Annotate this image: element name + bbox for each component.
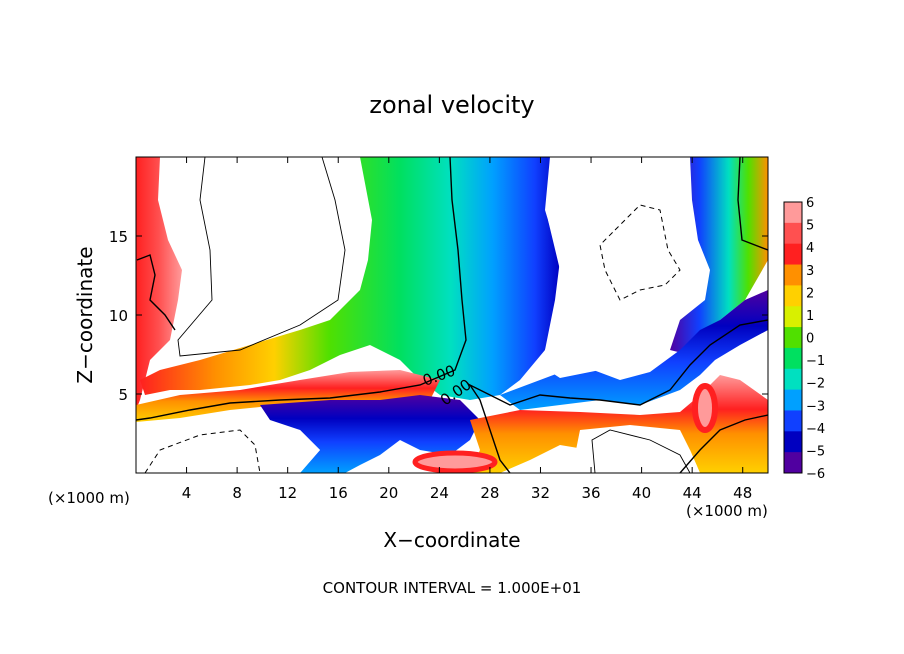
colorbar-label: −5 <box>806 444 825 459</box>
right-blue-arm <box>500 290 768 410</box>
surface-band <box>470 375 768 473</box>
colorbar-label: −4 <box>806 422 825 437</box>
colorbar-swatch <box>784 327 802 349</box>
chart-title: zonal velocity <box>369 91 534 119</box>
colorbar-label: 4 <box>806 241 814 256</box>
right-red-wall <box>670 157 768 355</box>
colorbar-label: 5 <box>806 219 814 234</box>
x-tick-label: 8 <box>232 484 242 502</box>
colorbar-label: 3 <box>806 264 814 279</box>
x-tick-label: 4 <box>182 484 192 502</box>
colorbar-swatch <box>784 389 802 411</box>
colorbar-swatch <box>784 368 802 391</box>
colorbar-label: 0 <box>806 332 814 347</box>
colorbar-label: 6 <box>806 196 814 211</box>
x-unit-right: (×1000 m) <box>686 502 768 520</box>
colorbar: 6 5 4 3 2 1 0 −1 −2 −3 −4 −5 −6 <box>783 196 825 482</box>
white-pocket-top <box>180 157 345 355</box>
white-pocket-bottom-right <box>575 425 700 473</box>
colorbar-swatch <box>784 306 802 328</box>
y-tick-label: 15 <box>109 228 128 246</box>
colorbar-label: 1 <box>806 309 814 324</box>
thin-contour-top <box>177 157 346 357</box>
low-level-inflow <box>136 370 440 422</box>
colorbar-swatch <box>784 202 802 224</box>
colorbar-swatch <box>784 285 802 307</box>
jet-core <box>140 157 560 400</box>
hot-spot <box>692 383 718 433</box>
surface-blob <box>412 450 498 473</box>
thin-contour-bottom <box>591 429 691 473</box>
zero-contour-right <box>467 157 768 473</box>
x-tick-label: 28 <box>480 484 499 502</box>
x-axis: 4 8 12 16 20 24 28 32 36 40 44 48 <box>182 157 752 502</box>
colorbar-swatch <box>784 264 802 286</box>
dashed-contour-right <box>599 204 681 301</box>
zero-contour-surface <box>679 414 768 473</box>
colorbar-label: −2 <box>806 377 825 392</box>
x-tick-label: 44 <box>683 484 702 502</box>
colorbar-label: −3 <box>806 399 825 414</box>
colorbar-label: −1 <box>806 354 825 369</box>
contour-interval-note: CONTOUR INTERVAL = 1.000E+01 <box>323 579 582 597</box>
colorbar-swatch <box>784 347 802 370</box>
x-axis-label: X−coordinate <box>383 528 520 552</box>
y-tick-label: 10 <box>109 307 128 325</box>
zero-contour-upper <box>136 254 176 331</box>
x-tick-label: 24 <box>430 484 449 502</box>
x-tick-label: 16 <box>329 484 348 502</box>
colorbar-swatch <box>784 452 802 474</box>
x-tick-label: 32 <box>531 484 550 502</box>
x-tick-label: 20 <box>379 484 398 502</box>
x-tick-label: 12 <box>278 484 297 502</box>
colorbar-swatch <box>784 222 802 245</box>
colorbar-swatch <box>784 431 802 453</box>
y-axis-label: Z−coordinate <box>73 246 97 383</box>
colorbar-frame <box>783 201 803 474</box>
white-pocket-bottom-left <box>136 425 320 473</box>
low-blue-region <box>260 395 480 473</box>
dashed-contour-left <box>144 429 261 473</box>
x-tick-label: 40 <box>632 484 651 502</box>
colorbar-swatch <box>784 243 802 266</box>
x-tick-label: 48 <box>733 484 752 502</box>
colorbar-swatch <box>784 410 802 432</box>
velocity-field <box>136 157 768 473</box>
left-red-wall <box>136 157 182 410</box>
colorbar-label: −6 <box>806 467 825 482</box>
x-tick-label: 36 <box>581 484 600 502</box>
x-unit-left: (×1000 m) <box>48 489 130 507</box>
y-tick-label: 5 <box>118 386 128 404</box>
zero-contour-main <box>136 157 467 421</box>
y-axis: 5 10 15 <box>109 228 768 404</box>
colorbar-label: 2 <box>806 286 814 301</box>
